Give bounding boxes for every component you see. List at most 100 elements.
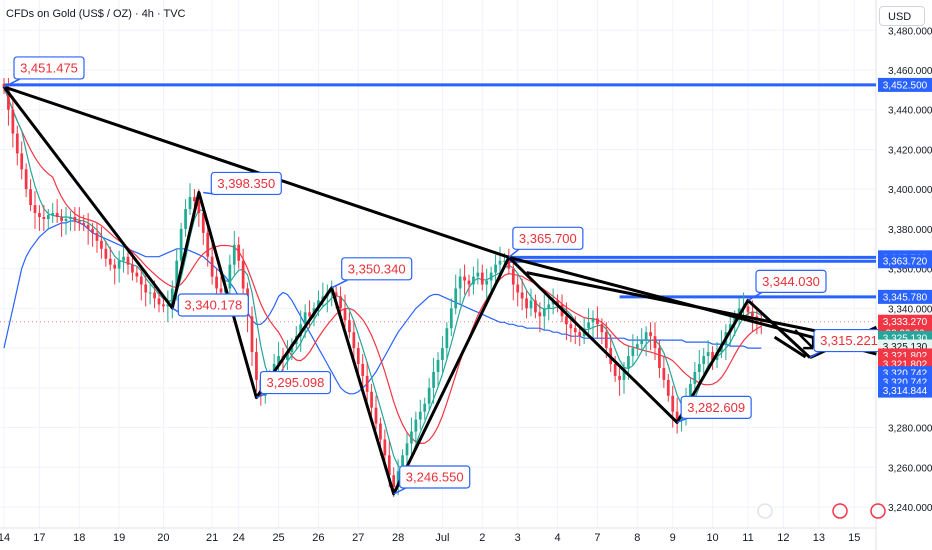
- candle-body: [410, 431, 413, 444]
- candle-body: [587, 322, 590, 329]
- x-tick-label: 28: [392, 532, 404, 544]
- candle-body: [2, 83, 6, 88]
- candle-body: [737, 308, 741, 317]
- candle-body: [113, 264, 117, 269]
- x-tick-label: 10: [706, 532, 718, 544]
- x-tick-label: 15: [848, 532, 860, 544]
- candle-body: [11, 109, 15, 134]
- ma-green-line: [3, 87, 762, 470]
- candle-body: [95, 232, 99, 241]
- trendline: [773, 335, 807, 359]
- x-tick-label: 4: [555, 532, 561, 544]
- candle-body: [153, 292, 156, 299]
- price-tag: [878, 383, 932, 398]
- candle-body: [635, 344, 639, 349]
- candle-body: [392, 475, 396, 488]
- x-tick-label: 2: [479, 532, 485, 544]
- candle-body: [339, 296, 342, 309]
- pivot-label-text: 3,246.550: [406, 469, 464, 484]
- candle-body: [308, 312, 311, 317]
- candle-body: [489, 272, 493, 281]
- ma-blue-line: [3, 220, 762, 395]
- candle-body: [210, 256, 214, 277]
- y-tick-label: 3,260.000: [888, 463, 932, 474]
- candle-body: [374, 407, 378, 424]
- price-tag-text: 3,314.844: [883, 386, 928, 397]
- candle-body: [569, 324, 573, 329]
- candle-body: [463, 276, 466, 281]
- candle-body: [613, 363, 617, 376]
- pivot-label-box: [177, 293, 249, 317]
- x-tick-label: 26: [312, 532, 324, 544]
- candle-body: [591, 318, 595, 323]
- candle-body: [126, 256, 130, 265]
- currency-button[interactable]: USD: [879, 6, 925, 26]
- candle-body: [241, 260, 245, 289]
- candle-body: [746, 306, 750, 313]
- x-tick-label: 18: [73, 532, 85, 544]
- candle-body: [423, 403, 427, 412]
- label-leader: [809, 350, 821, 359]
- zigzag-path: [2, 85, 812, 496]
- pivot-label-box: [259, 370, 332, 395]
- y-tick-label: 3,360.000: [888, 265, 932, 276]
- pivot-label-box: [210, 171, 282, 196]
- candle-body: [383, 439, 387, 456]
- candle-body: [193, 197, 196, 202]
- candle-body: [706, 352, 710, 357]
- y-tick-label: 3,240.000: [888, 503, 932, 514]
- pivot-label-text: 3,344.030: [762, 274, 820, 289]
- candle-body: [604, 332, 608, 349]
- candle-body: [666, 379, 670, 396]
- candle-body: [511, 268, 515, 285]
- x-tick-label: 9: [670, 532, 676, 544]
- candle-body: [201, 213, 205, 233]
- candle-body: [542, 308, 546, 317]
- candle-body: [689, 383, 692, 400]
- candle-body: [100, 240, 103, 249]
- candlesticks: [2, 77, 763, 498]
- candle-body: [135, 272, 139, 277]
- price-tag-text: 3,345.780: [883, 292, 928, 303]
- horizontal-levels: [0, 83, 876, 323]
- candle-body: [179, 228, 183, 261]
- candle-body: [480, 272, 484, 285]
- candle-body: [175, 260, 179, 289]
- candle-body: [348, 320, 351, 333]
- candle-body: [436, 360, 440, 372]
- price-axis[interactable]: 3,240.0003,260.0003,280.0003,300.0003,32…: [878, 26, 932, 514]
- label-leader: [747, 291, 763, 302]
- candle-body: [370, 391, 373, 408]
- candle-body: [139, 276, 143, 285]
- candle-body: [38, 213, 41, 217]
- candle-body: [427, 387, 431, 404]
- ma-red-line: [3, 87, 762, 445]
- candle-body: [653, 336, 657, 349]
- event-lightning-icon: [757, 503, 773, 519]
- x-tick-label: 25: [272, 532, 284, 544]
- candle-body: [184, 209, 187, 229]
- candle-body: [507, 260, 511, 269]
- pivot-label-box: [399, 465, 471, 489]
- price-tag-text: 3,321.802: [883, 351, 928, 362]
- candle-body: [356, 348, 360, 364]
- candle-body: [250, 316, 254, 353]
- candle-body: [627, 356, 630, 368]
- candle-body: [675, 411, 679, 420]
- candle-body: [86, 224, 90, 229]
- label-leader: [256, 392, 267, 399]
- candle-body: [232, 244, 236, 265]
- pivot-label-box: [755, 269, 827, 293]
- time-axis[interactable]: 14 17 18 19 20 21 24 25 26 27 28 Jul 2 3 4 7 8 9 10 11 12 13 1…: [0, 532, 860, 544]
- candle-body: [352, 332, 356, 349]
- price-tag-text: 3,321.802: [883, 360, 928, 371]
- candle-body: [82, 222, 86, 225]
- pivot-labels: 3,451.475 3,398.350 3,340.178 3,350.340 3,29…: [3, 56, 885, 495]
- candle-body: [55, 213, 59, 217]
- candle-body: [77, 220, 81, 223]
- candle-body: [556, 300, 559, 305]
- candle-body: [379, 423, 382, 440]
- candle-body: [148, 292, 152, 294]
- candle-body: [751, 312, 754, 317]
